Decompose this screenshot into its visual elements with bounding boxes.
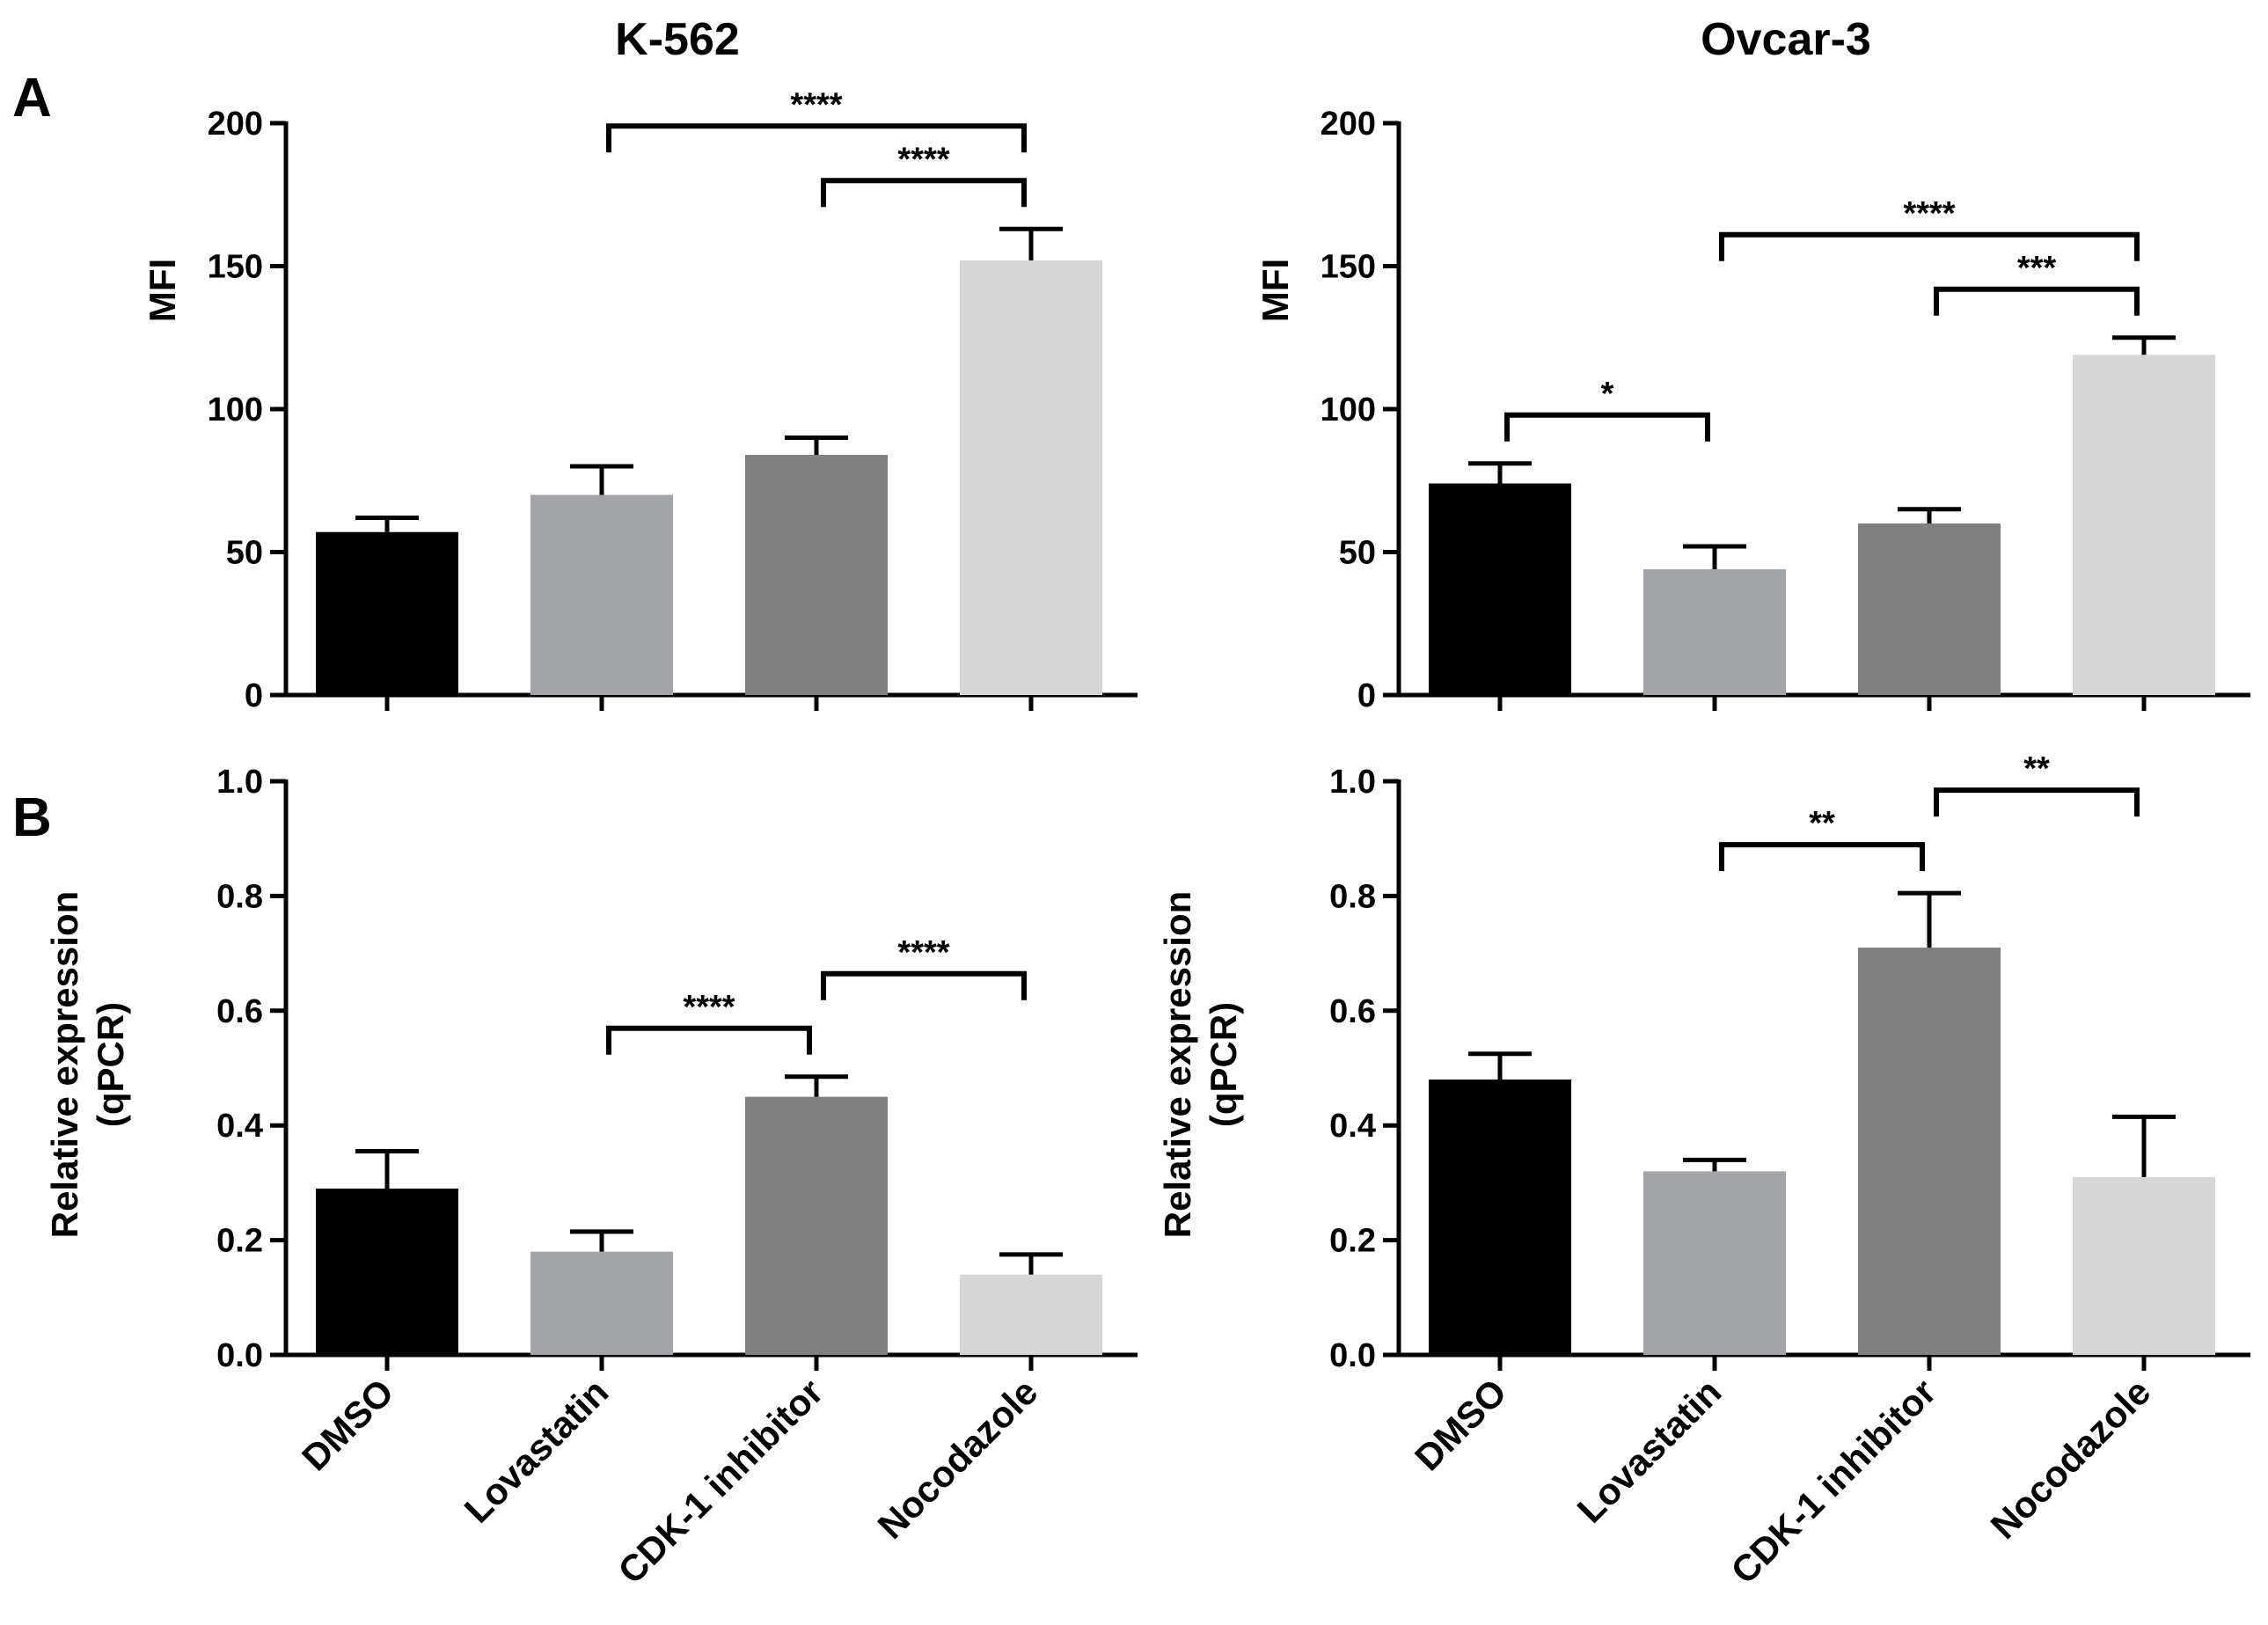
y-tick-label: 0 bbox=[245, 677, 263, 714]
y-tick-label: 1.0 bbox=[1329, 764, 1376, 801]
y-axis-label-line: MFI bbox=[1255, 259, 1296, 322]
y-axis-label-line: MFI bbox=[142, 259, 183, 322]
significance-label: **** bbox=[897, 141, 949, 178]
significance-label: **** bbox=[1903, 195, 1955, 232]
bar-lovastatin bbox=[530, 1251, 673, 1355]
bar-nocodazole bbox=[960, 260, 1102, 695]
y-axis-label: MFI bbox=[1255, 259, 1296, 322]
y-tick-label: 0.2 bbox=[1329, 1223, 1376, 1260]
y-axis-label-line: Relative expression bbox=[1157, 891, 1198, 1239]
x-category-label: CDK-1 inhibitor bbox=[610, 1371, 830, 1592]
significance-label: ** bbox=[2023, 750, 2050, 787]
chart-panel-0: 0 50 100 150 200 MFI **** **** bbox=[142, 86, 1138, 714]
y-tick-label: 0.0 bbox=[216, 1337, 263, 1374]
significance-label: *** bbox=[2017, 250, 2057, 287]
y-tick-label: 1.0 bbox=[216, 764, 263, 801]
significance-bracket bbox=[1719, 842, 1925, 872]
significance-label: **** bbox=[790, 86, 842, 123]
y-tick-label: 0.4 bbox=[216, 1108, 263, 1145]
y-tick-label: 100 bbox=[1321, 392, 1376, 428]
y-axis-label: MFI bbox=[142, 259, 183, 322]
significance-bracket bbox=[606, 1025, 812, 1055]
x-category-label: DMSO bbox=[294, 1371, 401, 1478]
y-tick-label: 50 bbox=[226, 535, 263, 572]
x-category-label: Lovastatin bbox=[457, 1371, 617, 1531]
significance-label: ** bbox=[1809, 805, 1835, 842]
bar-dmso bbox=[1429, 1080, 1571, 1355]
bar-dmso bbox=[316, 531, 458, 695]
y-tick-label: 0.2 bbox=[216, 1223, 263, 1260]
significance-bracket bbox=[1934, 286, 2140, 316]
significance-bracket bbox=[606, 123, 1027, 153]
y-tick-label: 200 bbox=[1321, 106, 1376, 143]
chart-panel-3: 0.0 0.2 0.4 0.6 0.8 1.0 Relative expression (qP… bbox=[1157, 750, 2250, 1592]
bar-lovastatin bbox=[530, 494, 673, 695]
bar-cdk-1-inhibitor bbox=[1858, 948, 2001, 1355]
significance-bracket bbox=[821, 970, 1027, 1000]
x-category-label: DMSO bbox=[1407, 1371, 1514, 1478]
y-axis-label-line: (qPCR) bbox=[1203, 1002, 1244, 1127]
y-tick-label: 0.6 bbox=[216, 993, 263, 1030]
bar-nocodazole bbox=[960, 1274, 1102, 1355]
panel-letter-a: A bbox=[12, 68, 52, 128]
significance-label: **** bbox=[897, 934, 949, 971]
y-tick-label: 50 bbox=[1339, 535, 1376, 572]
y-tick-label: 0.6 bbox=[1329, 993, 1376, 1030]
significance-bracket bbox=[1504, 412, 1710, 442]
y-tick-label: 0.8 bbox=[216, 878, 263, 915]
significance-bracket bbox=[1934, 787, 2140, 817]
y-tick-label: 0 bbox=[1357, 677, 1376, 714]
y-tick-label: 100 bbox=[208, 392, 263, 428]
column-title-ovcar3: Ovcar-3 bbox=[1701, 14, 1871, 65]
bar-cdk-1-inhibitor bbox=[1858, 523, 2001, 695]
y-tick-label: 150 bbox=[1321, 249, 1376, 286]
bar-lovastatin bbox=[1643, 1171, 1786, 1355]
bar-cdk-1-inhibitor bbox=[745, 1096, 888, 1355]
y-tick-label: 0.8 bbox=[1329, 878, 1376, 915]
chart-panel-2: 0.0 0.2 0.4 0.6 0.8 1.0 Relative expression (qP… bbox=[44, 764, 1138, 1592]
y-axis-label: Relative expression (qPCR) bbox=[44, 891, 131, 1239]
significance-bracket bbox=[1719, 231, 2140, 261]
charts: 050100150200MFI********050100150200MFI**… bbox=[44, 86, 2250, 1592]
y-tick-label: 200 bbox=[208, 106, 263, 143]
bar-dmso bbox=[316, 1188, 458, 1355]
y-tick-label: 0.4 bbox=[1329, 1108, 1376, 1145]
y-axis-label-line: (qPCR) bbox=[90, 1002, 131, 1127]
bar-nocodazole bbox=[2073, 355, 2215, 695]
significance-label: * bbox=[1601, 376, 1614, 413]
x-category-label: Lovastatin bbox=[1569, 1371, 1730, 1531]
y-axis-label-line: Relative expression bbox=[44, 891, 85, 1239]
bar-nocodazole bbox=[2073, 1176, 2215, 1355]
significance-label: **** bbox=[683, 989, 735, 1026]
bar-cdk-1-inhibitor bbox=[745, 455, 888, 695]
y-tick-label: 150 bbox=[208, 249, 263, 286]
bar-lovastatin bbox=[1643, 569, 1786, 695]
x-category-label: CDK-1 inhibitor bbox=[1723, 1371, 1943, 1592]
panel-letter-b: B bbox=[12, 787, 52, 848]
y-tick-label: 0.0 bbox=[1329, 1337, 1376, 1374]
bar-dmso bbox=[1429, 483, 1571, 695]
column-title-k562: K-562 bbox=[615, 14, 740, 65]
x-category-label: Nocodazole bbox=[1982, 1371, 2158, 1547]
x-category-label: Nocodazole bbox=[869, 1371, 1045, 1547]
y-axis-label: Relative expression (qPCR) bbox=[1157, 891, 1244, 1239]
significance-bracket bbox=[821, 178, 1027, 208]
